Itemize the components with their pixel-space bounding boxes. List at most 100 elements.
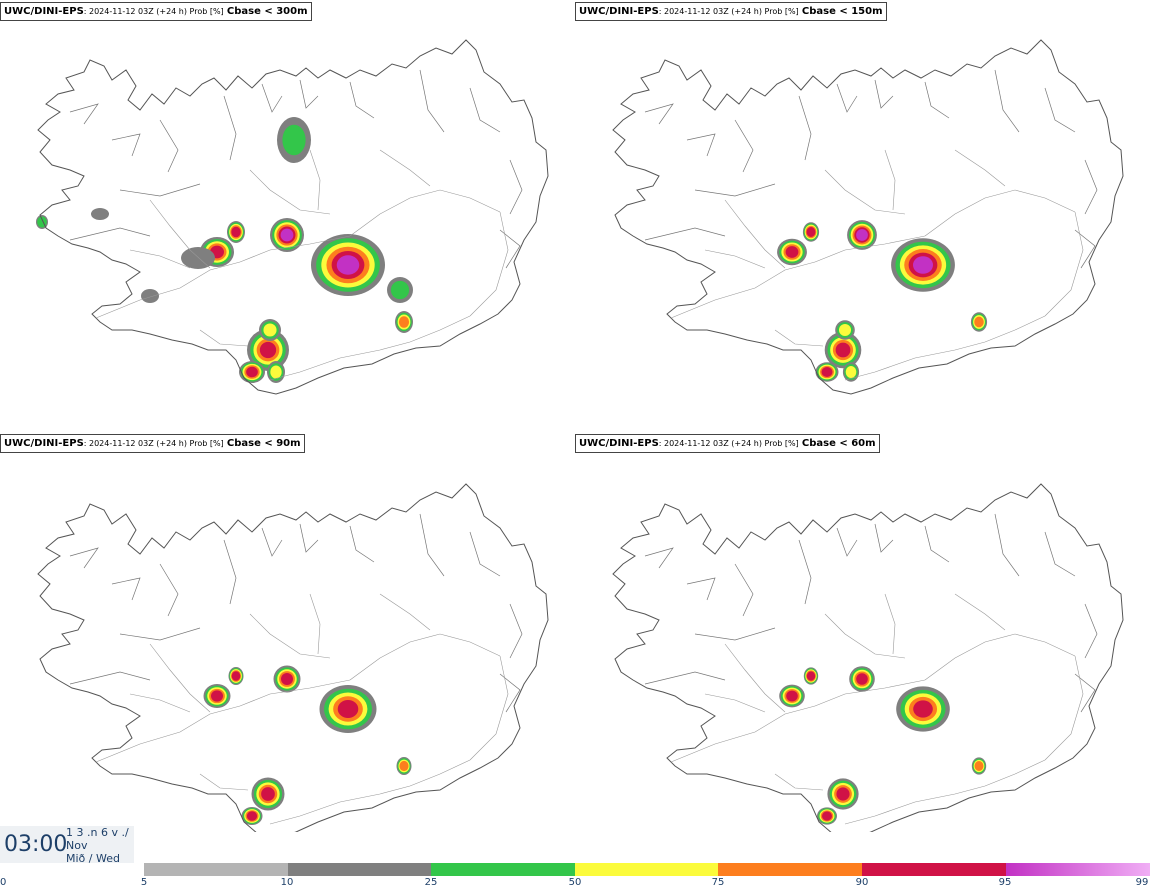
road-line [199, 329, 249, 347]
fjord-line [694, 627, 776, 641]
prob-contour [913, 700, 933, 718]
road-line [954, 149, 1006, 187]
colorbar-tick-label: 90 [855, 877, 869, 888]
prob-contour [856, 673, 868, 685]
road-line [884, 149, 896, 211]
fjord-line [419, 513, 445, 577]
road-line [1044, 655, 1084, 761]
road-line [824, 613, 906, 659]
map-panel-60m: UWC/DINI-EPS: 2024-11-12 03Z (+24 h) Pro… [575, 432, 1150, 862]
fjord-line [734, 563, 754, 617]
panel-header: UWC/DINI-EPS: 2024-11-12 03Z (+24 h) Pro… [0, 2, 312, 21]
fjord-line [994, 513, 1020, 577]
colorbar-segment [574, 863, 719, 876]
road-line [724, 199, 786, 269]
prob-contour [231, 226, 241, 238]
prob-contour [211, 690, 223, 702]
fjord-line [509, 159, 523, 215]
fjord-line [299, 79, 319, 109]
prob-contour [282, 124, 306, 156]
valid-hour: 03:00 [4, 832, 68, 857]
prob-contour [281, 673, 293, 685]
fjord-line [798, 95, 812, 161]
colorbar-segment [1005, 863, 1150, 876]
fjord-line [1084, 159, 1098, 215]
run-info: : 2024-11-12 03Z (+24 h) Prob [%] [658, 439, 799, 448]
road-line [269, 759, 471, 825]
colorbar-tick-label: 5 [140, 877, 148, 888]
road-line [95, 261, 241, 319]
fjord-line [419, 69, 445, 133]
model-name: UWC/DINI-EPS [4, 6, 84, 17]
prob-contour [246, 811, 258, 821]
prob-contour [835, 342, 851, 358]
road-line [349, 633, 501, 681]
road-line [774, 773, 824, 791]
road-line [469, 211, 509, 317]
prob-contour [974, 761, 984, 771]
road-line [774, 329, 824, 347]
fjord-line [734, 119, 754, 173]
condition-label: Cbase < 150m [801, 6, 883, 17]
road-line [379, 149, 431, 187]
colorbar-tick-label: 95 [998, 877, 1012, 888]
panel-header: UWC/DINI-EPS: 2024-11-12 03Z (+24 h) Pro… [575, 2, 887, 21]
road-line [884, 593, 896, 655]
fjord-line [111, 133, 141, 157]
road-line [249, 169, 331, 215]
fjord-line [349, 81, 375, 119]
fjord-line [644, 227, 726, 241]
fjord-line [223, 539, 237, 605]
model-name: UWC/DINI-EPS [579, 6, 659, 17]
road-line [379, 593, 431, 631]
map-panel-150m: UWC/DINI-EPS: 2024-11-12 03Z (+24 h) Pro… [575, 0, 1150, 430]
prob-contour [806, 227, 816, 237]
road-line [844, 315, 1046, 381]
date-line-2: Nov [66, 839, 88, 852]
valid-date: 1 3 .n 6 v ./ Nov Mið / Wed [66, 826, 129, 865]
road-line [269, 315, 471, 381]
prob-contour [974, 316, 984, 328]
panel-header: UWC/DINI-EPS: 2024-11-12 03Z (+24 h) Pro… [575, 434, 880, 453]
colorbar-tick-label: 0 [0, 877, 7, 888]
date-line-1: 1 3 .n 6 v ./ [66, 826, 129, 839]
run-info: : 2024-11-12 03Z (+24 h) Prob [%] [658, 7, 799, 16]
fjord-line [1084, 603, 1098, 659]
prob-contour [231, 671, 241, 681]
fjord-line [159, 563, 179, 617]
prob-contour [821, 367, 833, 377]
colorbar-segment [287, 863, 432, 876]
map-panel-300m: UWC/DINI-EPS: 2024-11-12 03Z (+24 h) Pro… [0, 0, 575, 430]
fjord-line [299, 523, 319, 553]
fjord-line [994, 69, 1020, 133]
condition-label: Cbase < 90m [226, 438, 301, 449]
fjord-line [1074, 673, 1096, 713]
prob-contour [390, 280, 410, 300]
iceland-map [612, 39, 1124, 395]
prob-contour [336, 255, 360, 275]
prob-contour [141, 289, 159, 303]
road-line [239, 235, 351, 263]
fjord-line [69, 671, 151, 685]
fjord-line [469, 87, 501, 133]
prob-contour [838, 323, 852, 337]
road-line [1044, 211, 1084, 317]
panel-header: UWC/DINI-EPS: 2024-11-12 03Z (+24 h) Pro… [0, 434, 305, 453]
iceland-map [37, 483, 549, 832]
road-line [724, 643, 786, 713]
fjord-line [836, 83, 858, 113]
colorbar-segment [718, 863, 863, 876]
colorbar-tick-label: 75 [711, 877, 725, 888]
prob-contour [845, 365, 857, 379]
prob-contour [259, 341, 277, 359]
fjord-line [223, 95, 237, 161]
road-line [149, 199, 211, 269]
fjord-line [69, 227, 151, 241]
road-line [349, 189, 501, 237]
road-line [704, 693, 766, 713]
coastline [37, 39, 549, 395]
colorbar-segment [431, 863, 576, 876]
road-line [670, 705, 816, 763]
fjord-line [111, 577, 141, 601]
road-line [129, 249, 191, 269]
